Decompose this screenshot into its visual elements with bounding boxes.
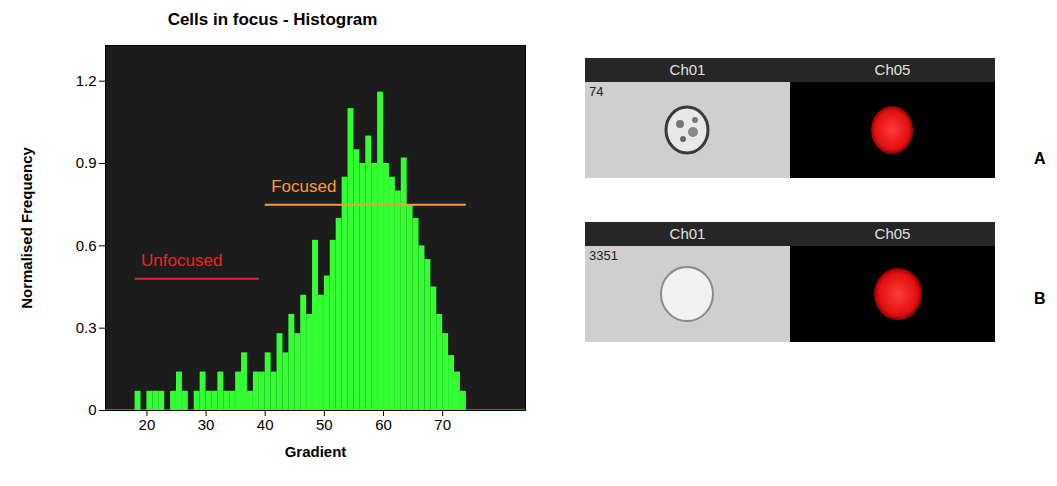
html-text:Ch01: Ch01	[669, 61, 706, 78]
html-text:A: A	[1034, 150, 1046, 167]
svg-text:0.6: 0.6	[76, 237, 97, 254]
html-text:74: 74	[589, 84, 604, 99]
svg-text:Gradient: Gradient	[285, 443, 347, 460]
svg-text:30: 30	[198, 416, 215, 433]
html-text:Ch01: Ch01	[669, 225, 706, 242]
svg-text:50: 50	[316, 416, 333, 433]
svg-text:60: 60	[375, 416, 392, 433]
svg-text:20: 20	[139, 416, 156, 433]
svg-text:0: 0	[88, 401, 96, 418]
html-text:3351: 3351	[589, 248, 618, 263]
svg-text:0.9: 0.9	[76, 154, 97, 171]
svg-text:Focused: Focused	[271, 177, 336, 196]
html-text:B: B	[1034, 290, 1046, 307]
svg-text:1.2: 1.2	[76, 72, 97, 89]
svg-text:40: 40	[257, 416, 274, 433]
svg-text:0.3: 0.3	[76, 319, 97, 336]
svg-text:70: 70	[434, 416, 451, 433]
html-text:Ch05: Ch05	[874, 225, 911, 242]
html-text:Ch05: Ch05	[874, 61, 911, 78]
html-text:Cells in focus - Histogram: Cells in focus - Histogram	[167, 10, 378, 29]
svg-text:Unfocused: Unfocused	[141, 251, 222, 270]
svg-text:Normalised Frequency: Normalised Frequency	[18, 146, 35, 308]
